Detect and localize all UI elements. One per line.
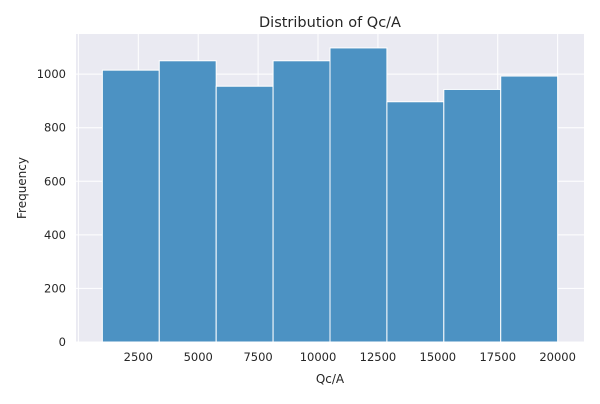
histogram-bar bbox=[329, 47, 388, 343]
histogram-bar bbox=[386, 101, 445, 343]
y-tick-label: 600 bbox=[44, 174, 66, 188]
y-tick-label: 400 bbox=[44, 228, 66, 242]
y-tick-label: 800 bbox=[44, 121, 66, 135]
x-tick-label: 5000 bbox=[184, 350, 213, 364]
x-tick-label: 15000 bbox=[420, 350, 457, 364]
histogram-bars bbox=[101, 47, 559, 343]
x-tick-label: 20000 bbox=[539, 350, 576, 364]
histogram-bar bbox=[158, 60, 217, 343]
chart-title: Distribution of Qc/A bbox=[259, 15, 401, 31]
y-tick-label: 1000 bbox=[37, 67, 66, 81]
x-tick-label: 7500 bbox=[243, 350, 272, 364]
x-tick-label: 10000 bbox=[300, 350, 337, 364]
histogram-bar bbox=[500, 75, 559, 343]
histogram-bar bbox=[101, 69, 160, 343]
histogram-bar bbox=[215, 85, 274, 343]
x-tick-label: 12500 bbox=[360, 350, 397, 364]
x-tick-labels: 2500 5000 7500 10000 12500 15000 17500 20000 bbox=[124, 350, 576, 364]
x-axis-label: Qc/A bbox=[316, 372, 345, 386]
y-axis-label: Frequency bbox=[15, 157, 29, 219]
x-tick-label: 2500 bbox=[124, 350, 153, 364]
histogram-bar bbox=[443, 88, 502, 343]
y-tick-label: 200 bbox=[44, 281, 66, 295]
y-tick-label: 0 bbox=[59, 335, 66, 349]
x-tick-label: 17500 bbox=[479, 350, 516, 364]
y-tick-labels: 0 200 400 600 800 1000 bbox=[37, 67, 66, 349]
histogram-bar bbox=[272, 60, 331, 343]
